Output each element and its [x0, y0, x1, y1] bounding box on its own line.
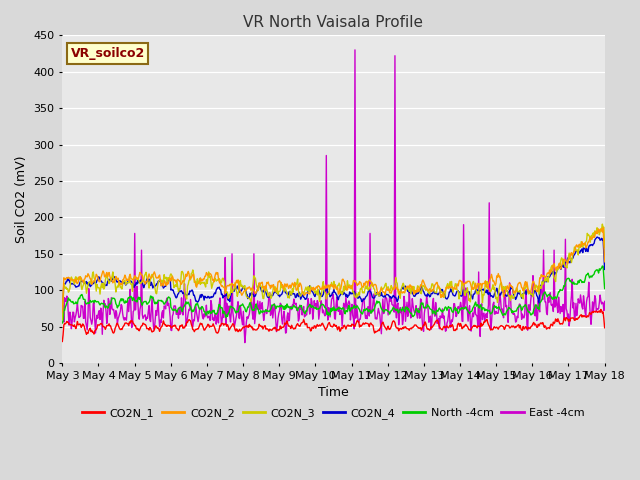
Y-axis label: Soil CO2 (mV): Soil CO2 (mV) [15, 156, 28, 243]
Legend: CO2N_1, CO2N_2, CO2N_3, CO2N_4, North -4cm, East -4cm: CO2N_1, CO2N_2, CO2N_3, CO2N_4, North -4… [77, 403, 589, 423]
X-axis label: Time: Time [318, 386, 349, 399]
Text: VR_soilco2: VR_soilco2 [70, 47, 145, 60]
Title: VR North Vaisala Profile: VR North Vaisala Profile [243, 15, 424, 30]
